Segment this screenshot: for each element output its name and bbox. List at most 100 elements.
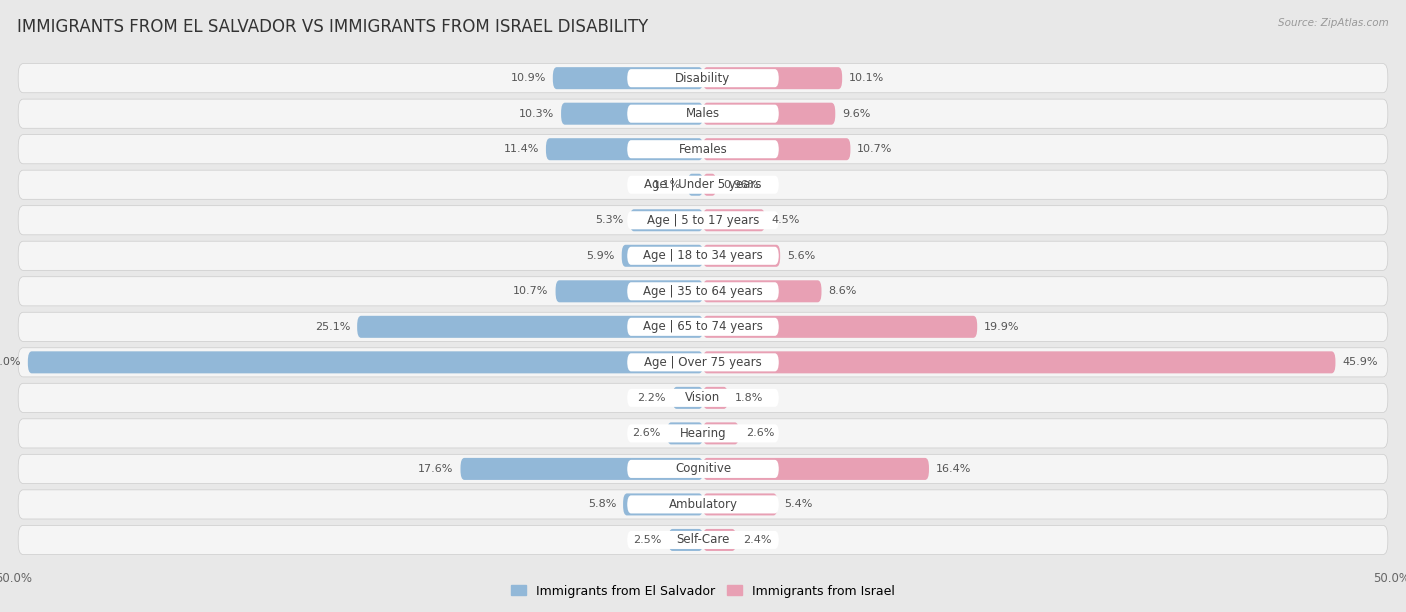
FancyBboxPatch shape <box>28 351 703 373</box>
Text: 1.8%: 1.8% <box>735 393 763 403</box>
Text: Age | 18 to 34 years: Age | 18 to 34 years <box>643 249 763 263</box>
FancyBboxPatch shape <box>703 316 977 338</box>
FancyBboxPatch shape <box>561 103 703 125</box>
Text: 17.6%: 17.6% <box>418 464 454 474</box>
Text: 2.2%: 2.2% <box>637 393 666 403</box>
FancyBboxPatch shape <box>18 454 1388 483</box>
FancyBboxPatch shape <box>669 529 703 551</box>
FancyBboxPatch shape <box>18 525 1388 554</box>
FancyBboxPatch shape <box>18 312 1388 341</box>
Text: 9.6%: 9.6% <box>842 109 870 119</box>
FancyBboxPatch shape <box>18 206 1388 235</box>
Text: 19.9%: 19.9% <box>984 322 1019 332</box>
Text: 25.1%: 25.1% <box>315 322 350 332</box>
Text: 45.9%: 45.9% <box>1343 357 1378 367</box>
Text: 10.9%: 10.9% <box>510 73 546 83</box>
FancyBboxPatch shape <box>703 422 738 444</box>
Text: 1.1%: 1.1% <box>652 180 681 190</box>
FancyBboxPatch shape <box>553 67 703 89</box>
FancyBboxPatch shape <box>621 245 703 267</box>
FancyBboxPatch shape <box>703 387 728 409</box>
Text: Disability: Disability <box>675 72 731 84</box>
Text: 2.4%: 2.4% <box>742 535 772 545</box>
FancyBboxPatch shape <box>703 245 780 267</box>
Text: 8.6%: 8.6% <box>828 286 856 296</box>
Text: 5.9%: 5.9% <box>586 251 614 261</box>
FancyBboxPatch shape <box>627 140 779 159</box>
FancyBboxPatch shape <box>703 138 851 160</box>
FancyBboxPatch shape <box>627 105 779 123</box>
FancyBboxPatch shape <box>627 211 779 230</box>
FancyBboxPatch shape <box>703 529 737 551</box>
Text: Age | Over 75 years: Age | Over 75 years <box>644 356 762 369</box>
Text: 2.6%: 2.6% <box>631 428 661 438</box>
FancyBboxPatch shape <box>18 241 1388 271</box>
Text: IMMIGRANTS FROM EL SALVADOR VS IMMIGRANTS FROM ISRAEL DISABILITY: IMMIGRANTS FROM EL SALVADOR VS IMMIGRANT… <box>17 18 648 36</box>
FancyBboxPatch shape <box>627 460 779 478</box>
FancyBboxPatch shape <box>703 280 821 302</box>
FancyBboxPatch shape <box>18 383 1388 412</box>
FancyBboxPatch shape <box>18 419 1388 448</box>
Text: Males: Males <box>686 107 720 120</box>
Text: 4.5%: 4.5% <box>772 215 800 225</box>
FancyBboxPatch shape <box>18 490 1388 519</box>
FancyBboxPatch shape <box>18 99 1388 129</box>
Text: Age | 65 to 74 years: Age | 65 to 74 years <box>643 320 763 334</box>
Text: 10.1%: 10.1% <box>849 73 884 83</box>
FancyBboxPatch shape <box>627 353 779 371</box>
FancyBboxPatch shape <box>18 64 1388 93</box>
Text: Females: Females <box>679 143 727 155</box>
Text: Age | 35 to 64 years: Age | 35 to 64 years <box>643 285 763 298</box>
Text: 11.4%: 11.4% <box>503 144 538 154</box>
Text: Self-Care: Self-Care <box>676 534 730 547</box>
Text: 0.96%: 0.96% <box>723 180 758 190</box>
Text: Hearing: Hearing <box>679 427 727 440</box>
Text: 5.8%: 5.8% <box>588 499 616 509</box>
Text: 16.4%: 16.4% <box>936 464 972 474</box>
FancyBboxPatch shape <box>18 135 1388 164</box>
FancyBboxPatch shape <box>627 69 779 87</box>
FancyBboxPatch shape <box>357 316 703 338</box>
Text: Vision: Vision <box>685 391 721 405</box>
FancyBboxPatch shape <box>703 174 716 196</box>
FancyBboxPatch shape <box>703 103 835 125</box>
FancyBboxPatch shape <box>461 458 703 480</box>
FancyBboxPatch shape <box>555 280 703 302</box>
Text: 10.7%: 10.7% <box>858 144 893 154</box>
FancyBboxPatch shape <box>688 174 703 196</box>
FancyBboxPatch shape <box>627 495 779 513</box>
FancyBboxPatch shape <box>18 348 1388 377</box>
FancyBboxPatch shape <box>627 318 779 336</box>
FancyBboxPatch shape <box>668 422 703 444</box>
FancyBboxPatch shape <box>672 387 703 409</box>
Text: 5.3%: 5.3% <box>595 215 623 225</box>
FancyBboxPatch shape <box>703 351 1336 373</box>
FancyBboxPatch shape <box>630 209 703 231</box>
Text: 2.6%: 2.6% <box>745 428 775 438</box>
Legend: Immigrants from El Salvador, Immigrants from Israel: Immigrants from El Salvador, Immigrants … <box>506 580 900 602</box>
FancyBboxPatch shape <box>623 493 703 515</box>
Text: Ambulatory: Ambulatory <box>668 498 738 511</box>
FancyBboxPatch shape <box>627 389 779 407</box>
FancyBboxPatch shape <box>627 247 779 265</box>
FancyBboxPatch shape <box>18 170 1388 200</box>
FancyBboxPatch shape <box>627 176 779 194</box>
FancyBboxPatch shape <box>627 424 779 442</box>
Text: Source: ZipAtlas.com: Source: ZipAtlas.com <box>1278 18 1389 28</box>
FancyBboxPatch shape <box>627 282 779 300</box>
Text: 49.0%: 49.0% <box>0 357 21 367</box>
Text: Age | 5 to 17 years: Age | 5 to 17 years <box>647 214 759 227</box>
FancyBboxPatch shape <box>703 493 778 515</box>
FancyBboxPatch shape <box>703 67 842 89</box>
FancyBboxPatch shape <box>703 458 929 480</box>
FancyBboxPatch shape <box>703 209 765 231</box>
FancyBboxPatch shape <box>627 531 779 549</box>
Text: 5.4%: 5.4% <box>785 499 813 509</box>
Text: 10.7%: 10.7% <box>513 286 548 296</box>
FancyBboxPatch shape <box>18 277 1388 306</box>
Text: Age | Under 5 years: Age | Under 5 years <box>644 178 762 191</box>
Text: Cognitive: Cognitive <box>675 463 731 476</box>
Text: 2.5%: 2.5% <box>633 535 662 545</box>
Text: 5.6%: 5.6% <box>787 251 815 261</box>
FancyBboxPatch shape <box>546 138 703 160</box>
